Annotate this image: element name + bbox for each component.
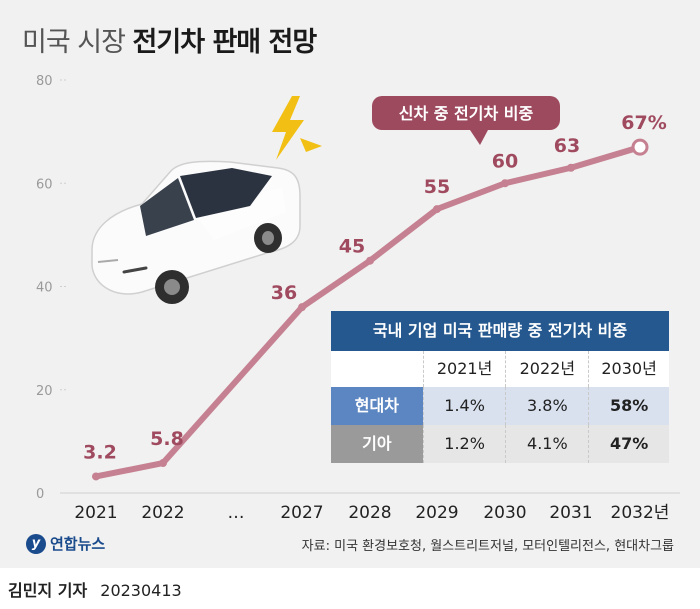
data-value-label: 45 xyxy=(339,236,365,258)
data-value-label: 67% xyxy=(621,112,666,134)
data-point xyxy=(567,163,575,172)
table-header-row: 2021년 2022년 2030년 xyxy=(331,351,669,387)
data-point xyxy=(366,256,374,265)
title-bold: 전기차 판매 전망 xyxy=(132,27,318,58)
title-light: 미국 시장 xyxy=(22,27,126,58)
data-point xyxy=(631,138,649,156)
reporter-name: 김민지 기자 xyxy=(8,581,88,600)
x-axis-labels: 2021 2022 … 2027 2028 2029 2030 2031 2032년 xyxy=(74,503,669,523)
table-cell: 58% xyxy=(588,387,669,425)
data-point xyxy=(298,303,306,312)
table-row: 기아 1.2% 4.1% 47% xyxy=(331,425,669,463)
x-tick-label: 2028 xyxy=(348,503,391,523)
x-tick-label: 2027 xyxy=(280,503,323,523)
y-tick-label: 80 xyxy=(36,74,53,89)
data-value-label: 55 xyxy=(424,176,450,198)
series-line xyxy=(93,144,643,480)
table-cell: 1.4% xyxy=(422,387,506,425)
data-value-label: 5.8 xyxy=(150,428,184,450)
y-tick-label: 40 xyxy=(36,281,53,296)
data-value-label: 60 xyxy=(492,150,518,172)
x-tick-label: 2032년 xyxy=(611,503,670,523)
publish-date: 20230413 xyxy=(100,581,182,600)
lightning-icon xyxy=(272,96,304,160)
ev-share-table: 국내 기업 미국 판매량 중 전기차 비중 2021년 2022년 2030년 … xyxy=(331,311,669,463)
x-tick-label: … xyxy=(228,503,245,523)
table-cell: 47% xyxy=(588,425,669,463)
table-row-label: 현대차 xyxy=(331,387,423,425)
table-title: 국내 기업 미국 판매량 중 전기차 비중 xyxy=(331,311,669,351)
y-axis: 0 20 40 60 80 xyxy=(36,74,68,502)
logo-text: 연합뉴스 xyxy=(50,535,106,553)
x-tick-label: 2031 xyxy=(549,503,592,523)
data-point xyxy=(159,459,167,468)
source-note: 자료: 미국 환경보호청, 월스트리트저널, 모터인텔리전스, 현대차그룹 xyxy=(301,539,674,554)
table-row-label: 기아 xyxy=(331,425,423,463)
y-tick-label: 20 xyxy=(36,384,53,399)
x-tick-label: 2030 xyxy=(483,503,526,523)
table-year-header: 2022년 xyxy=(505,351,588,387)
byline: 김민지 기자 20230413 xyxy=(8,577,182,601)
series-callout: 신차 중 전기차 비중 xyxy=(372,96,560,145)
value-labels: 3.2 5.8 36 45 55 60 63 67% xyxy=(83,112,667,463)
data-value-label: 63 xyxy=(554,135,580,157)
table-cell: 4.1% xyxy=(505,425,588,463)
table-corner xyxy=(331,351,423,387)
table-cell: 1.2% xyxy=(422,425,506,463)
table-year-header: 2030년 xyxy=(588,351,669,387)
chart-title: 미국 시장 전기차 판매 전망 xyxy=(22,20,318,59)
x-tick-label: 2021 xyxy=(74,503,117,523)
y-tick-label: 60 xyxy=(36,177,53,192)
y-tick-label: 0 xyxy=(36,487,44,502)
data-point xyxy=(92,472,100,481)
data-points xyxy=(92,138,649,481)
x-tick-label: 2029 xyxy=(415,503,458,523)
series-name-label: 신차 중 전기차 비중 xyxy=(399,104,534,123)
data-point xyxy=(501,179,509,188)
data-value-label: 3.2 xyxy=(83,441,117,463)
table-row: 현대차 1.4% 3.8% 58% xyxy=(331,387,669,425)
yonhap-logo: y 연합뉴스 xyxy=(26,533,105,554)
table-cell: 3.8% xyxy=(505,387,588,425)
logo-mark-icon: y xyxy=(26,533,46,554)
x-tick-label: 2022 xyxy=(141,503,184,523)
data-point xyxy=(433,205,441,214)
data-value-label: 36 xyxy=(271,282,297,304)
car-illustration xyxy=(91,96,322,304)
table-year-header: 2021년 xyxy=(422,351,506,387)
